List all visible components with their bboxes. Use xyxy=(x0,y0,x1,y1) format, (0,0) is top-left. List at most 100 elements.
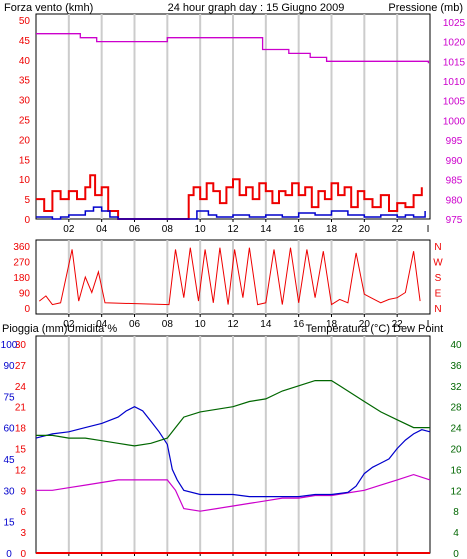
direction-tick-label: 270 xyxy=(13,258,30,269)
pressure-tick-label: 985 xyxy=(446,176,463,187)
temperature-tick-label: 28 xyxy=(450,403,462,414)
humidity-axis-title: Umidita % xyxy=(67,323,117,335)
wind-tick-label: 40 xyxy=(19,56,31,67)
humidity-tick-label: 90 xyxy=(3,361,15,372)
x-tick-label: 20 xyxy=(359,224,371,235)
pressure-tick-label: 975 xyxy=(446,215,463,226)
direction-tick-label: 0 xyxy=(24,304,30,315)
rain-tick-label: 12 xyxy=(15,465,27,476)
direction-tick-label: 360 xyxy=(13,242,30,253)
humidity-tick-label: 100 xyxy=(1,340,18,351)
pressure-tick-label: 980 xyxy=(446,195,463,206)
rain-tick-label: 21 xyxy=(15,403,27,414)
rain-tick-label: 15 xyxy=(15,445,27,456)
pressure-tick-label: 1025 xyxy=(443,18,466,29)
pressure-tick-label: 995 xyxy=(446,136,463,147)
wind-tick-label: 20 xyxy=(19,135,31,146)
humidity-tick-label: 60 xyxy=(3,424,15,435)
x-tick-label-end: I xyxy=(427,319,430,330)
pressure-tick-label: 1015 xyxy=(443,57,466,68)
wind-gust-line xyxy=(36,174,423,220)
rain-tick-label: 3 xyxy=(20,528,26,539)
x-tick-label: 20 xyxy=(359,319,371,330)
pressure-line xyxy=(36,33,430,64)
dewpoint-axis-title: Dew Point xyxy=(393,323,443,335)
humidity-tick-label: 45 xyxy=(3,455,15,466)
compass-tick-label: N xyxy=(434,304,441,315)
x-tick-label: 08 xyxy=(162,319,174,330)
direction-tick-label: 90 xyxy=(19,289,31,300)
rain-tick-label: 27 xyxy=(15,361,27,372)
rain-humidity-temp-panel: 0369121518212427300153045607590100048121… xyxy=(1,335,462,559)
dewpoint-line xyxy=(36,473,431,512)
wind-axis-title: Forza vento (kmh) xyxy=(4,2,93,14)
rain-tick-label: 18 xyxy=(15,424,27,435)
direction-tick-label: 180 xyxy=(13,273,30,284)
x-tick-label: 04 xyxy=(96,224,108,235)
pressure-tick-label: 1000 xyxy=(443,116,466,127)
compass-tick-label: E xyxy=(435,289,442,300)
x-tick-label: 02 xyxy=(63,319,75,330)
temperature-tick-label: 32 xyxy=(450,382,462,393)
temperature-line xyxy=(36,380,430,447)
rain-tick-label: 9 xyxy=(20,486,26,497)
x-tick-label: 14 xyxy=(260,224,272,235)
x-tick-label: 16 xyxy=(293,224,305,235)
x-tick-label: 22 xyxy=(392,319,404,330)
wind-direction-line xyxy=(38,247,421,306)
x-tick-label: 10 xyxy=(195,224,207,235)
x-tick-label: 06 xyxy=(129,224,141,235)
rain-tick-label: 0 xyxy=(20,549,26,559)
pressure-tick-label: 990 xyxy=(446,156,463,167)
wind-tick-label: 45 xyxy=(19,36,31,47)
x-tick-label: 12 xyxy=(227,319,239,330)
x-tick-label: 10 xyxy=(195,319,207,330)
x-tick-label: 04 xyxy=(96,319,108,330)
wind-tick-label: 50 xyxy=(19,16,31,27)
pressure-tick-label: 1005 xyxy=(443,97,466,108)
x-tick-label: 22 xyxy=(392,224,404,235)
compass-tick-label: N xyxy=(434,242,441,253)
rain-tick-label: 30 xyxy=(15,340,27,351)
compass-tick-label: W xyxy=(433,258,443,269)
wind-tick-label: 10 xyxy=(19,175,31,186)
x-tick-label: 14 xyxy=(260,319,272,330)
temperature-axis-title: Temperatura (°C) xyxy=(306,323,390,335)
rain-axis-title: Pioggia (mm) xyxy=(2,323,67,335)
x-tick-label-end: I xyxy=(427,224,430,235)
x-tick-label: 18 xyxy=(326,224,338,235)
pressure-tick-label: 1010 xyxy=(443,77,466,88)
wind-tick-label: 0 xyxy=(24,215,30,226)
wind-tick-label: 30 xyxy=(19,96,31,107)
wind-tick-label: 15 xyxy=(19,155,31,166)
temperature-tick-label: 24 xyxy=(450,424,462,435)
humidity-tick-label: 30 xyxy=(3,486,15,497)
wind-avg-line xyxy=(36,206,426,220)
x-tick-label: 18 xyxy=(326,319,338,330)
temperature-tick-label: 12 xyxy=(450,486,462,497)
temperature-tick-label: 36 xyxy=(450,361,462,372)
humidity-tick-label: 75 xyxy=(3,392,15,403)
temperature-tick-label: 20 xyxy=(450,445,462,456)
x-tick-label: 06 xyxy=(129,319,141,330)
temperature-tick-label: 8 xyxy=(453,507,459,518)
wind-tick-label: 25 xyxy=(19,116,31,127)
rain-tick-label: 24 xyxy=(15,382,27,393)
pressure-axis-title: Pressione (mb) xyxy=(388,2,463,14)
graph-title: 24 hour graph day : 15 Giugno 2009 xyxy=(168,2,345,14)
x-tick-label: 16 xyxy=(293,319,305,330)
compass-tick-label: S xyxy=(435,273,442,284)
humidity-line xyxy=(35,406,431,498)
pressure-tick-label: 1020 xyxy=(443,38,466,49)
temperature-tick-label: 40 xyxy=(450,340,462,351)
wind-pressure-panel: 0510152025303540455097598098599099510001… xyxy=(19,13,466,235)
humidity-tick-label: 15 xyxy=(3,518,15,529)
wind-tick-label: 5 xyxy=(24,195,30,206)
humidity-tick-label: 0 xyxy=(6,549,12,559)
x-tick-label: 08 xyxy=(162,224,174,235)
temperature-tick-label: 0 xyxy=(453,549,459,559)
wind-tick-label: 35 xyxy=(19,76,31,87)
